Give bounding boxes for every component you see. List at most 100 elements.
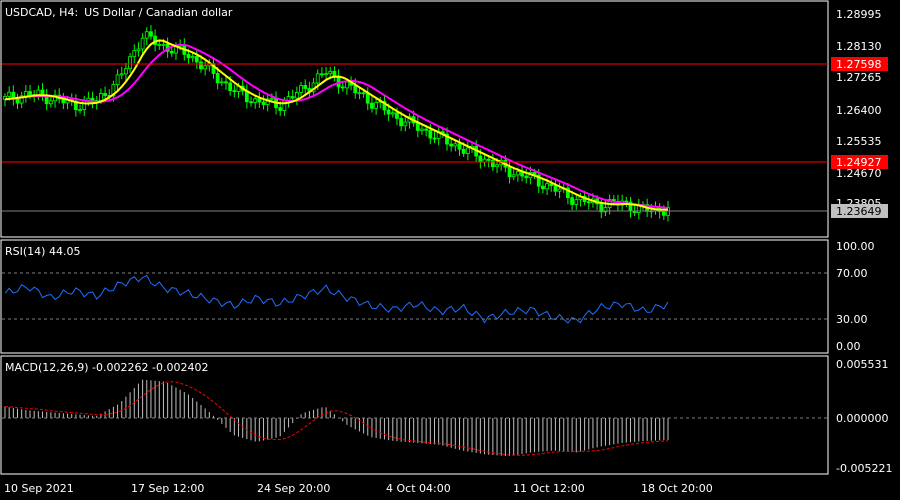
candle-body <box>115 74 120 85</box>
time-tick: 11 Oct 12:00 <box>513 482 585 495</box>
ma-fast-line <box>4 39 669 211</box>
candle-body <box>478 155 483 163</box>
candle-body <box>161 43 166 46</box>
candle-body <box>507 166 512 178</box>
candle-body <box>524 175 529 179</box>
candle-body <box>315 73 320 84</box>
candle-body <box>415 122 420 131</box>
candle-body <box>345 81 349 89</box>
candle-body <box>194 56 199 63</box>
candle-body <box>541 185 545 190</box>
price-tick: 1.28130 <box>836 40 882 53</box>
candle-body <box>545 183 549 190</box>
candle-body <box>103 93 107 96</box>
candle-body <box>257 98 262 103</box>
candle-body <box>128 56 132 70</box>
candle-body <box>340 86 345 89</box>
candle-body <box>124 68 128 75</box>
candle-body <box>253 98 258 103</box>
candle-body <box>232 90 237 93</box>
candle-body <box>82 99 87 110</box>
macd-tick: 0.005531 <box>836 358 889 371</box>
candle-body <box>382 101 387 111</box>
macd-tick: -0.005221 <box>836 462 892 475</box>
candle-body <box>465 147 470 154</box>
candle-body <box>553 185 558 192</box>
candle-body <box>486 158 491 161</box>
candle-body <box>570 197 574 205</box>
candle-body <box>536 174 541 187</box>
candle-body <box>424 128 429 131</box>
current-price-badge <box>831 204 888 218</box>
current-price-label: 1.23649 <box>836 205 882 218</box>
candle-body <box>186 54 191 59</box>
candle-body <box>224 81 228 84</box>
level-price-badge <box>831 155 888 169</box>
rsi-tick: 70.00 <box>836 267 868 280</box>
candle-body <box>278 107 283 111</box>
candle-body <box>303 84 308 89</box>
candle-body <box>23 91 28 97</box>
price-tick: 1.26400 <box>836 104 882 117</box>
candle-body <box>157 44 162 46</box>
rsi-title: RSI(14) 44.05 <box>5 245 80 258</box>
candle-body <box>7 91 12 97</box>
time-tick: 4 Oct 04:00 <box>386 482 451 495</box>
macd-signal-line <box>4 381 669 456</box>
candle-body <box>169 50 174 54</box>
candle-body <box>445 133 449 145</box>
candle-body <box>386 109 391 115</box>
time-tick: 18 Oct 20:00 <box>641 482 713 495</box>
candle-body <box>290 96 295 99</box>
candle-body <box>457 143 462 150</box>
candle-body <box>215 73 220 84</box>
candle-body <box>549 183 554 187</box>
candle-body <box>403 121 408 127</box>
candle-body <box>370 102 374 109</box>
price-tick: 1.25535 <box>836 135 882 148</box>
candle-body <box>299 84 303 93</box>
candle-body <box>357 92 362 95</box>
level-price-label: 1.27598 <box>836 58 882 71</box>
candle-body <box>399 118 404 127</box>
candle-body <box>320 73 324 76</box>
level-price-label: 1.24927 <box>836 156 882 169</box>
candle-body <box>490 160 495 168</box>
candle-body <box>199 61 203 70</box>
macd-tick: 0.000000 <box>836 412 889 425</box>
candle-body <box>19 95 24 104</box>
candle-body <box>332 70 337 77</box>
rsi-series-layer <box>4 274 669 324</box>
candle-body <box>420 128 424 131</box>
rsi-tick: 100.00 <box>836 240 875 253</box>
macd-title: MACD(12,26,9) -0.002262 -0.002402 <box>5 361 208 374</box>
candle-body <box>515 171 520 176</box>
time-tick: 17 Sep 12:00 <box>131 482 204 495</box>
candle-body <box>599 203 604 213</box>
candle-body <box>511 174 516 178</box>
candle-body <box>48 100 53 105</box>
price-tick: 1.24670 <box>836 167 882 180</box>
candle-body <box>144 31 149 39</box>
candle-body <box>111 84 116 97</box>
price-series-layer <box>3 25 670 222</box>
candle-body <box>461 148 466 154</box>
candle-body <box>365 93 370 104</box>
candle-body <box>453 143 458 147</box>
candle-body <box>495 164 499 168</box>
candle-body <box>566 187 570 199</box>
candle-body <box>28 91 32 96</box>
candle-body <box>228 82 233 92</box>
price-tick: 1.28995 <box>836 8 882 21</box>
macd-panel[interactable] <box>0 355 829 475</box>
candle-body <box>395 112 399 119</box>
candle-body <box>361 92 366 95</box>
candle-body <box>203 65 208 70</box>
price-panel[interactable] <box>0 0 829 238</box>
candle-body <box>149 31 153 37</box>
rsi-panel[interactable] <box>0 239 829 354</box>
price-tick: 1.27265 <box>836 71 882 84</box>
rsi-tick: 30.00 <box>836 313 868 326</box>
candle-body <box>449 143 454 147</box>
